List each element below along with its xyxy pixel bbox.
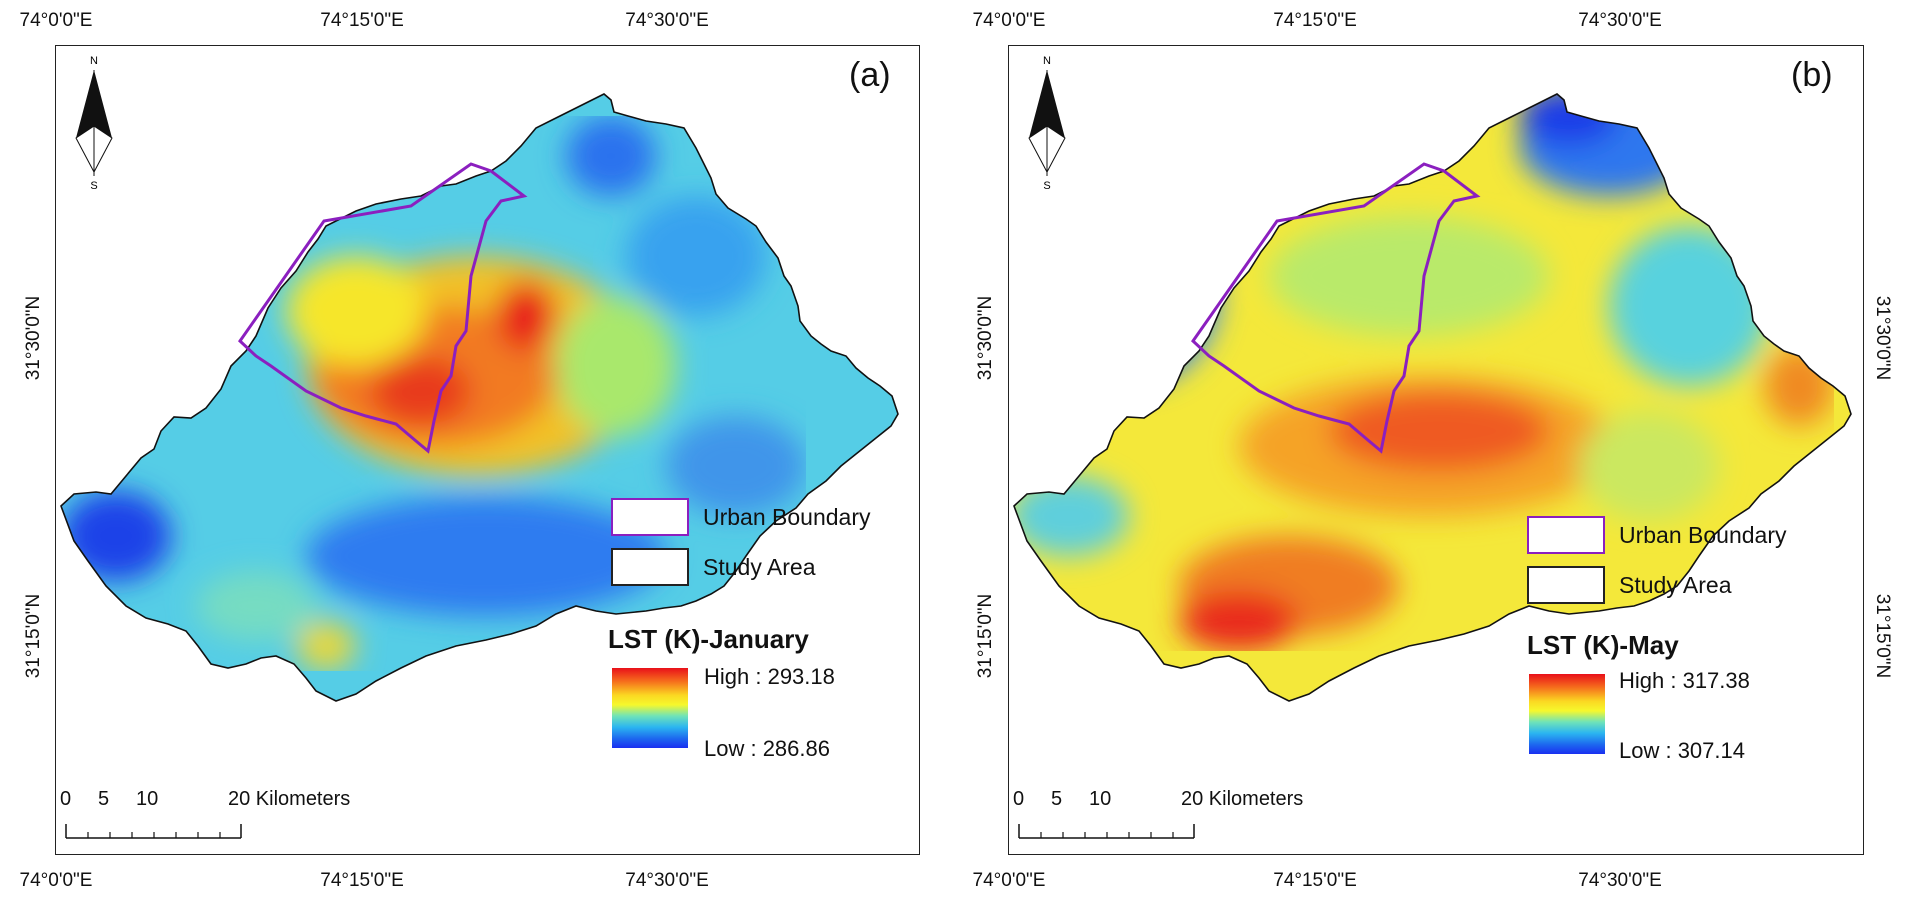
legend-study-area: Study Area	[1527, 566, 1732, 604]
legend-urban-boundary: Urban Boundary	[611, 498, 871, 536]
longitude-label-top: 74°30'0"E	[1578, 10, 1662, 31]
map-frame: N S (a) Urban Boundary Study Area LST (K…	[55, 45, 920, 855]
scale-tick-label: 10	[136, 788, 159, 810]
scale-ruler	[1018, 824, 1195, 839]
legend-label: Study Area	[1619, 571, 1732, 598]
north-arrow-icon: N S	[75, 55, 113, 192]
scale-tick-label: 0	[1013, 788, 1025, 810]
latitude-label-left: 31°30'0"N	[23, 295, 44, 381]
longitude-label-bottom: 74°15'0"E	[1273, 870, 1357, 891]
longitude-label-bottom: 74°15'0"E	[320, 870, 404, 891]
south-label: S	[1043, 180, 1050, 192]
latitude-label-left: 31°15'0"N	[975, 593, 996, 679]
map-canvas	[1013, 93, 1852, 702]
scale-tick-label: 20 Kilometers	[1181, 788, 1304, 810]
urban-boundary-outline	[1191, 162, 1481, 454]
scale-bar: 0 5 10 20 Kilometers	[1011, 788, 1303, 848]
ramp-low-label: Low : 286.86	[704, 736, 830, 761]
lst-legend-title: LST (K)-May	[1527, 630, 1679, 660]
scale-tick-label: 5	[1051, 788, 1063, 810]
ramp-high-label: High : 317.38	[1619, 668, 1750, 693]
legend-urban-boundary: Urban Boundary	[1527, 516, 1787, 554]
panel-label: (a)	[849, 56, 891, 94]
ramp-high-label: High : 293.18	[704, 664, 835, 689]
latitude-label-left: 31°30'0"N	[975, 295, 996, 381]
study-area-swatch	[1527, 566, 1605, 604]
study-area-swatch	[611, 548, 689, 586]
color-ramp	[612, 668, 688, 748]
longitude-label-bottom: 74°0'0"E	[972, 870, 1046, 891]
map-panel-b: 74°0'0"E 74°15'0"E 74°30'0"E 31°30'0"N 3…	[952, 0, 1908, 912]
south-label: S	[90, 180, 97, 192]
scale-tick-label: 0	[60, 788, 72, 810]
urban-boundary-swatch	[611, 498, 689, 536]
scale-tick-label: 5	[98, 788, 110, 810]
urban-boundary-swatch	[1527, 516, 1605, 554]
legend-label: Urban Boundary	[703, 503, 871, 530]
north-arrow-icon: N S	[1028, 55, 1066, 192]
longitude-label-top: 74°15'0"E	[1273, 10, 1357, 31]
scale-tick-label: 10	[1089, 788, 1112, 810]
lst-legend-title: LST (K)-January	[608, 624, 809, 654]
scale-ruler	[65, 824, 242, 839]
map-frame: N S (b) Urban Boundary Study Area LST (K…	[1008, 45, 1864, 855]
map-panel-a: 74°0'0"E 74°15'0"E 74°30'0"E 31°30'0"N 3…	[0, 0, 950, 912]
longitude-label-top: 74°15'0"E	[320, 10, 404, 31]
urban-boundary-outline	[238, 162, 528, 454]
north-label: N	[1043, 55, 1051, 67]
north-label: N	[90, 55, 98, 67]
color-ramp	[1529, 674, 1605, 754]
legend-label: Study Area	[703, 553, 816, 580]
longitude-label-bottom: 74°0'0"E	[19, 870, 93, 891]
map-canvas	[60, 93, 899, 702]
scale-bar: 0 5 10 20 Kilometers	[58, 788, 350, 848]
panel-label: (b)	[1791, 56, 1833, 94]
latitude-label-right: 31°30'0"N	[1872, 295, 1893, 381]
legend-label: Urban Boundary	[1619, 521, 1787, 548]
latitude-label-right: 31°15'0"N	[1872, 593, 1893, 679]
longitude-label-top: 74°0'0"E	[19, 10, 93, 31]
longitude-label-top: 74°30'0"E	[625, 10, 709, 31]
ramp-low-label: Low : 307.14	[1619, 738, 1745, 763]
longitude-label-bottom: 74°30'0"E	[1578, 870, 1662, 891]
longitude-label-top: 74°0'0"E	[972, 10, 1046, 31]
longitude-label-bottom: 74°30'0"E	[625, 870, 709, 891]
scale-tick-label: 20 Kilometers	[228, 788, 351, 810]
latitude-label-left: 31°15'0"N	[23, 593, 44, 679]
legend-study-area: Study Area	[611, 548, 816, 586]
